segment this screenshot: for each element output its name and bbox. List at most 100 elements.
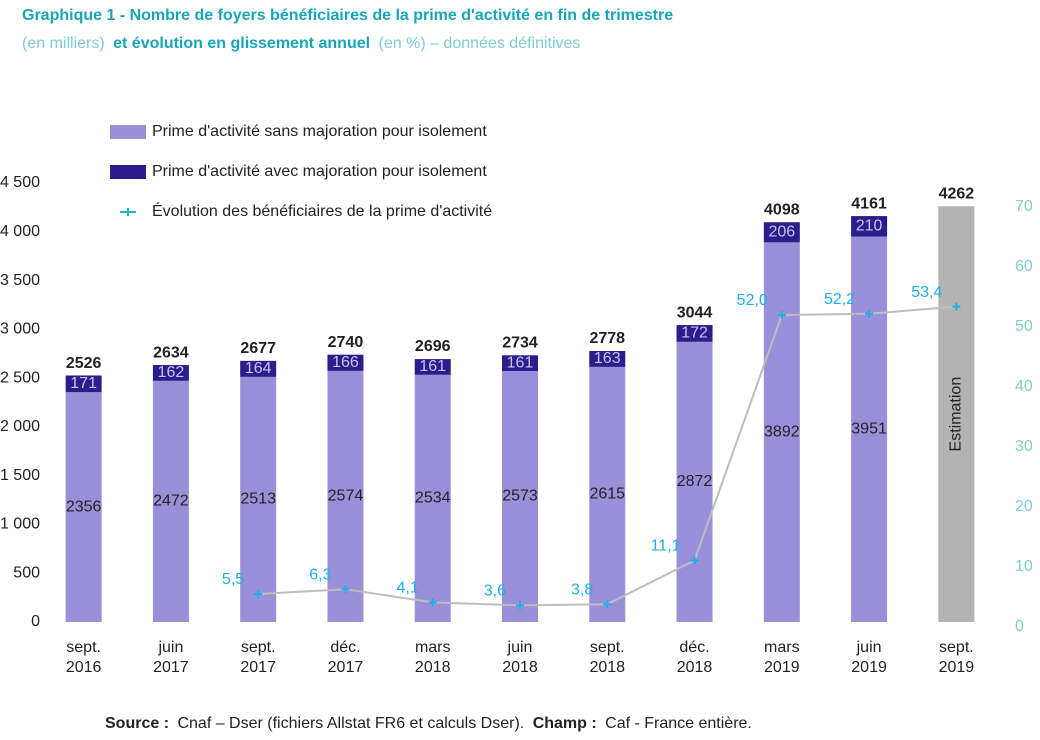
bar <box>589 366 626 622</box>
note-part: Source : <box>105 715 169 732</box>
total-label: 2677 <box>240 340 276 357</box>
y2-tick-label: 60 <box>1015 258 1033 275</box>
chart-note: Source : Cnaf – Dser (fichiers Allstat F… <box>105 715 752 732</box>
total-label: 4161 <box>851 195 887 212</box>
total-label: 4262 <box>939 185 975 202</box>
total-label: 2696 <box>415 338 451 355</box>
bar-label: 206 <box>768 223 795 240</box>
y-tick-label: 0 <box>31 613 40 630</box>
y-tick-label: 3 000 <box>0 321 40 338</box>
y-tick-label: 3 500 <box>0 272 40 289</box>
bar <box>414 359 451 375</box>
bar-label: 2513 <box>240 491 276 508</box>
legend-swatch <box>110 165 146 179</box>
chart-subtitle: (en milliers) et évolution en glissement… <box>22 35 580 52</box>
y-tick-label: 4 500 <box>0 174 40 191</box>
bar-label: 2574 <box>328 488 364 505</box>
bar <box>240 360 277 377</box>
bar-label: 3951 <box>851 420 887 437</box>
total-label: 2526 <box>66 355 102 372</box>
y-tick-label: 2 500 <box>0 369 40 386</box>
bar-label: 2356 <box>66 498 102 515</box>
line-label: 53,4 <box>911 284 942 301</box>
line-marker <box>254 590 263 598</box>
bar <box>65 392 102 622</box>
total-label: 2734 <box>502 335 538 352</box>
bar-label: 2472 <box>153 493 189 510</box>
x-tick-label: sept. 2017 <box>240 639 276 676</box>
bar-label: 2573 <box>502 488 538 505</box>
x-tick-label: déc. 2017 <box>328 639 364 676</box>
bar-label: 164 <box>245 360 272 377</box>
x-tick-label: sept. 2019 <box>939 639 975 676</box>
line-marker <box>603 600 612 609</box>
subtitle-part: et évolution en glissement annuel <box>113 35 370 52</box>
bar-label: 163 <box>594 350 621 367</box>
bar <box>152 380 189 622</box>
bar <box>502 370 538 622</box>
y2-tick-label: 30 <box>1015 438 1033 455</box>
bar <box>851 236 888 623</box>
bar <box>676 325 713 342</box>
bar-label: 2615 <box>589 486 625 503</box>
line-label: 11,1 <box>651 538 681 555</box>
legend-label: Prime d'activité sans majoration pour is… <box>152 123 487 140</box>
x-tick-label: sept. 2018 <box>589 639 625 676</box>
line-marker <box>690 556 699 565</box>
note-part: Caf - France entière. <box>605 715 752 732</box>
x-tick-label: juin 2017 <box>153 639 189 676</box>
bar-label: 210 <box>856 218 883 235</box>
y-tick-label: 4 000 <box>0 223 40 240</box>
total-label: 2634 <box>153 344 189 361</box>
line-label: 4,1 <box>396 580 418 597</box>
line-marker <box>516 601 524 610</box>
subtitle-part: (en milliers) <box>22 35 105 52</box>
x-tick-label: sept. 2016 <box>66 639 102 676</box>
bar-label: 3892 <box>764 423 800 440</box>
bar <box>676 341 713 622</box>
bar <box>502 355 538 371</box>
y2-tick-label: 20 <box>1015 498 1033 515</box>
bar <box>152 365 189 381</box>
line-marker <box>428 598 437 607</box>
line-label: 52,0 <box>737 292 768 309</box>
line-label: 3,6 <box>484 583 506 600</box>
bar-label: 162 <box>158 364 185 381</box>
line-label: 6,3 <box>309 566 331 583</box>
note-part: Cnaf – Dser (fichiers Allstat FR6 et cal… <box>177 715 524 732</box>
line-label: 5,5 <box>222 571 244 588</box>
y2-tick-label: 10 <box>1015 558 1033 575</box>
bar-label: 171 <box>70 375 97 392</box>
bar <box>65 375 102 393</box>
bar <box>851 216 888 237</box>
note-part: Champ : <box>533 715 597 732</box>
legend-label: Évolution des bénéficiaires de la prime … <box>152 201 492 220</box>
total-label: 2778 <box>589 330 625 347</box>
bar-label: 2872 <box>677 473 713 490</box>
bar <box>240 376 277 622</box>
y2-tick-label: 70 <box>1015 198 1033 215</box>
line-label: 52,2 <box>824 291 855 308</box>
bar <box>763 222 800 243</box>
bar <box>327 370 364 622</box>
chart-title: Graphique 1 - Nombre de foyers bénéficia… <box>22 7 673 24</box>
y-tick-label: 500 <box>13 564 40 581</box>
bar-label: 166 <box>332 354 359 371</box>
y2-tick-label: 50 <box>1015 318 1033 335</box>
total-label: 3044 <box>677 304 713 321</box>
line-marker <box>865 309 874 318</box>
line-marker <box>777 311 786 319</box>
estimate-label: Estimation <box>948 377 965 452</box>
total-label: 4098 <box>764 201 800 218</box>
y-tick-label: 1 000 <box>0 516 40 533</box>
line-marker <box>952 302 961 311</box>
bar <box>589 350 626 367</box>
bar-label: 172 <box>681 325 708 342</box>
bar <box>763 242 800 622</box>
y2-tick-label: 0 <box>1015 618 1024 635</box>
bar <box>327 354 364 371</box>
bar-label: 161 <box>419 358 446 375</box>
x-tick-label: juin 2018 <box>502 639 538 676</box>
legend-swatch <box>110 125 146 139</box>
legend-label: Prime d'activité avec majoration pour is… <box>152 163 487 180</box>
